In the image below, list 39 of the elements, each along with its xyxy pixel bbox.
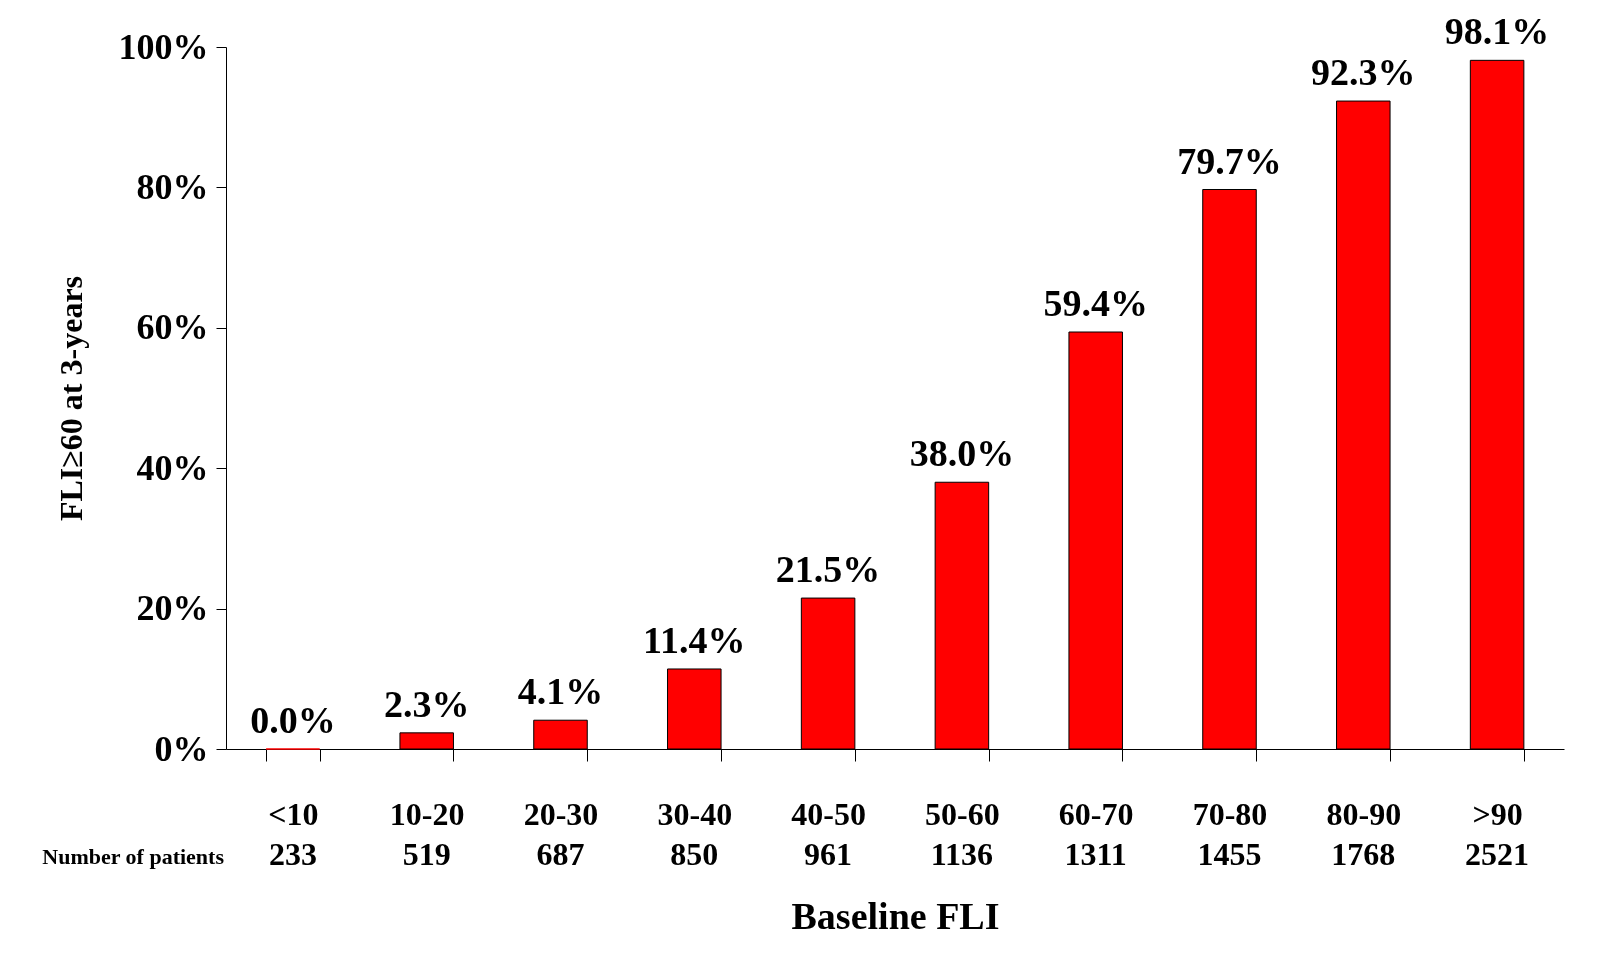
x-tick-label: 70-80 [1192, 795, 1268, 832]
text: 961 [804, 836, 853, 872]
x-axis-title: Baseline FLI [791, 894, 1000, 937]
text: 1136 [930, 836, 994, 872]
data-label: 2.3% [383, 682, 470, 725]
x-tick-label: 10-20 [389, 795, 465, 832]
data-label: 79.7% [1177, 139, 1282, 182]
x-tick-label: 20-30 [523, 795, 599, 832]
data-label: 59.4% [1043, 282, 1148, 325]
x-tick-label: <10 [268, 795, 319, 832]
x-tick-label: 30-40 [657, 795, 733, 832]
data-label: 98.1% [1444, 10, 1550, 53]
y-axis-title: FLI≥60 at 3-years [52, 275, 89, 522]
text: 1768 [1331, 836, 1396, 872]
x-tick-label: 60-70 [1058, 795, 1134, 832]
y-tick-label: 0% [154, 728, 209, 769]
text: 1311 [1064, 836, 1127, 872]
data-label: 21.5% [775, 548, 881, 591]
text: Number of patients [42, 844, 225, 869]
data-label: 92.3% [1311, 51, 1416, 94]
data-label: 4.1% [517, 670, 604, 713]
x-tick-label: 80-90 [1326, 795, 1402, 832]
text: 2521 [1465, 836, 1530, 872]
data-label: 0.0% [250, 699, 336, 741]
text: 1455 [1197, 836, 1262, 872]
y-tick-label: 60% [136, 307, 209, 348]
text: 850 [670, 836, 719, 872]
y-tick-label: 100% [118, 26, 209, 67]
y-tick-label: 80% [136, 166, 209, 207]
x-tick-label: 40-50 [791, 795, 866, 832]
text: 233 [268, 836, 317, 872]
x-tick-label: >90 [1472, 795, 1523, 832]
data-label: 38.0% [909, 432, 1015, 475]
y-tick-label: 20% [136, 588, 209, 629]
y-tick-label: 40% [136, 447, 209, 488]
data-label: 11.4% [643, 618, 746, 661]
text: 687 [536, 836, 585, 872]
x-tick-label: 50-60 [925, 795, 1000, 832]
text: 519 [402, 836, 451, 872]
